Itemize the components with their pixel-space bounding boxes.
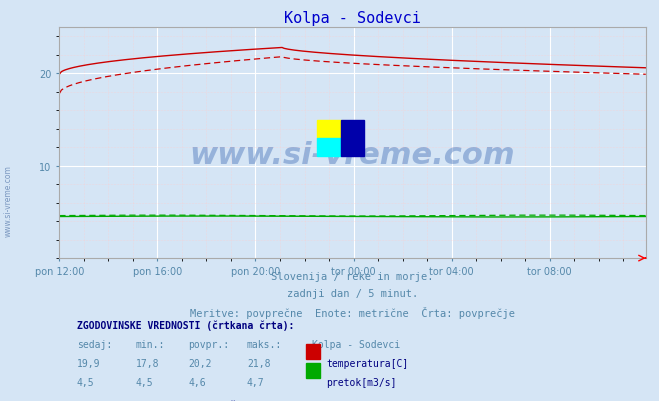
Text: 4,5: 4,5 (136, 377, 153, 387)
Text: temperatura[C]: temperatura[C] (326, 358, 409, 368)
Text: Meritve: povprečne  Enote: metrične  Črta: povprečje: Meritve: povprečne Enote: metrične Črta:… (190, 306, 515, 318)
Text: maks.:: maks.: (247, 339, 282, 349)
Text: 20,2: 20,2 (188, 358, 212, 368)
Text: 19,9: 19,9 (77, 358, 100, 368)
Text: 4,5: 4,5 (77, 377, 94, 387)
Text: Slovenija / reke in morje.: Slovenija / reke in morje. (272, 271, 434, 281)
Text: www.si-vreme.com: www.si-vreme.com (190, 140, 515, 169)
Text: 4,7: 4,7 (247, 377, 265, 387)
Text: povpr.:: povpr.: (188, 339, 229, 349)
Text: TRENUTNE VREDNOSTI (polna črta):: TRENUTNE VREDNOSTI (polna črta): (77, 399, 265, 401)
Text: 4,6: 4,6 (188, 377, 206, 387)
Text: www.si-vreme.com: www.si-vreme.com (3, 165, 13, 236)
Text: min.:: min.: (136, 339, 165, 349)
Text: ZGODOVINSKE VREDNOSTI (črtkana črta):: ZGODOVINSKE VREDNOSTI (črtkana črta): (77, 320, 295, 330)
Bar (318, 120, 341, 139)
Text: 21,8: 21,8 (247, 358, 270, 368)
Text: 17,8: 17,8 (136, 358, 159, 368)
Bar (318, 139, 341, 157)
Text: Kolpa - Sodevci: Kolpa - Sodevci (312, 339, 399, 349)
Text: pretok[m3/s]: pretok[m3/s] (326, 377, 397, 387)
Title: Kolpa - Sodevci: Kolpa - Sodevci (284, 10, 421, 26)
Bar (341, 120, 364, 157)
Bar (306, 344, 320, 359)
Text: sedaj:: sedaj: (77, 339, 112, 349)
Text: zadnji dan / 5 minut.: zadnji dan / 5 minut. (287, 289, 418, 299)
Bar (306, 363, 320, 378)
